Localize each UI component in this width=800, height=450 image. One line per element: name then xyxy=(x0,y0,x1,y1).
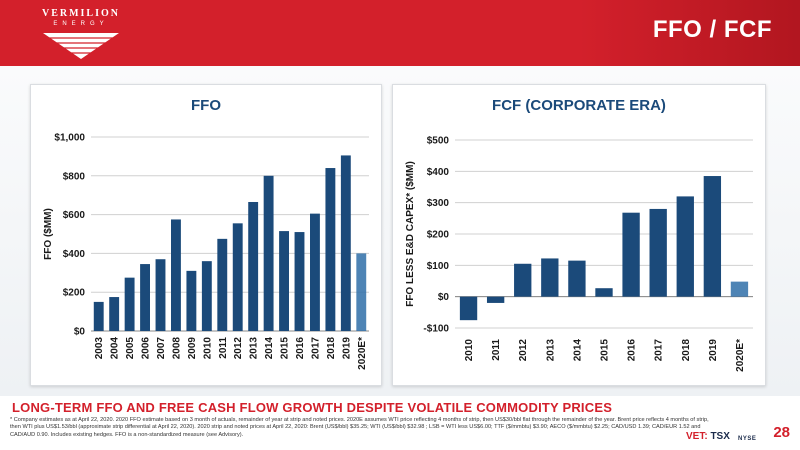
header-bar: VERMILION ENERGY FFO / FCF xyxy=(0,0,800,66)
fcf-bar-2012 xyxy=(514,263,532,297)
ffo-bar-2008 xyxy=(171,219,181,331)
ffo-bar-2009 xyxy=(186,270,197,331)
ffo-bar-2003 xyxy=(93,301,104,331)
ffo-xtick-label: 2020E* xyxy=(357,337,368,370)
fcf-bar-2017 xyxy=(649,208,667,297)
ffo-xtick-label: 2003 xyxy=(94,337,105,360)
ffo-chart-title: FFO xyxy=(191,97,221,114)
fcf-xtick-label: 2017 xyxy=(654,339,665,362)
exchange-listing: VET: TSX NYSE xyxy=(686,427,764,445)
fcf-y-axis-title: FFO LESS E&D CAPEX* ($MM) xyxy=(405,161,416,307)
logo-name: VERMILION xyxy=(41,8,120,19)
fcf-ytick-label: $400 xyxy=(427,167,450,178)
fcf-xtick-label: 2020E* xyxy=(735,339,746,372)
ffo-xtick-label: 2012 xyxy=(233,337,244,360)
fcf-ytick-label: $300 xyxy=(427,198,450,209)
slide-tagline: LONG-TERM FFO AND FREE CASH FLOW GROWTH … xyxy=(12,400,613,415)
company-logo: VERMILION ENERGY xyxy=(6,0,156,66)
ffo-ytick-label: $400 xyxy=(63,249,86,260)
fcf-xtick-label: 2019 xyxy=(708,339,719,362)
ffo-bar-2006 xyxy=(140,264,150,331)
ffo-bar-2004 xyxy=(109,297,120,331)
ffo-xtick-label: 2008 xyxy=(171,337,182,360)
fcf-bar-2016 xyxy=(622,212,640,297)
ffo-bar-2018 xyxy=(325,168,336,331)
ffo-xtick-label: 2006 xyxy=(141,337,152,360)
logo-mark-icon xyxy=(43,33,119,59)
exchange-tsx: TSX xyxy=(710,431,730,442)
fcf-chart-title: FCF (CORPORATE ERA) xyxy=(492,97,666,114)
ffo-xtick-label: 2007 xyxy=(156,337,167,360)
fcf-ytick-label: $500 xyxy=(427,136,450,147)
ffo-bar-2013 xyxy=(248,201,259,331)
fcf-bar-2015 xyxy=(595,288,613,297)
ffo-xtick-label: 2018 xyxy=(326,337,337,360)
ffo-bar-2005 xyxy=(124,277,135,331)
fcf-xtick-label: 2018 xyxy=(681,339,692,362)
ffo-xtick-label: 2013 xyxy=(249,337,260,360)
fcf-xtick-label: 2015 xyxy=(600,339,611,362)
fcf-ytick-label: $200 xyxy=(427,230,450,241)
slide-title: FFO / FCF xyxy=(652,16,772,43)
fcf-xtick-label: 2014 xyxy=(572,339,583,362)
fcf-ytick-label: -$100 xyxy=(423,324,449,335)
footnote: * Company estimates as at April 22, 2020… xyxy=(10,417,709,438)
fcf-xtick-label: 2016 xyxy=(627,339,638,362)
fcf-chart: -$100 $0 $100 $200 $300 $400 $500 2010 2011 2012 2… xyxy=(405,136,753,372)
ffo-xtick-label: 2014 xyxy=(264,337,275,360)
ffo-chart: $0 $200 $400 $600 $800 $1,000 2003 2004 2005 2006… xyxy=(43,133,369,370)
ffo-ytick-label: $800 xyxy=(63,171,86,182)
ffo-bar-2007 xyxy=(155,259,166,331)
ffo-chart-panel: FFO $0 $200 $400 $600 $800 $1,000 2003 2004 2005… xyxy=(30,84,382,386)
ffo-bar-2017 xyxy=(310,213,320,331)
exchange-nyse: NYSE xyxy=(738,436,757,442)
ffo-ytick-label: $200 xyxy=(63,288,86,299)
logo-subname: ENERGY xyxy=(53,21,109,27)
ffo-bar-2016 xyxy=(294,232,305,331)
exchange-ticker: VET: TSX xyxy=(686,431,730,442)
ffo-xtick-label: 2017 xyxy=(310,337,321,360)
fcf-xtick-label: 2011 xyxy=(491,339,502,361)
ffo-xtick-label: 2015 xyxy=(280,337,291,360)
ffo-xtick-label: 2009 xyxy=(187,337,198,360)
ffo-bar-2015 xyxy=(279,231,289,331)
ffo-ytick-label: $600 xyxy=(63,210,86,221)
fcf-bar-2019 xyxy=(703,176,722,297)
ffo-y-axis-title: FFO ($MM) xyxy=(43,208,54,260)
fcf-xtick-label: 2010 xyxy=(464,339,475,362)
ffo-xtick-label: 2005 xyxy=(125,337,136,360)
page-number: 28 xyxy=(773,424,790,441)
header-shade xyxy=(580,0,800,66)
fcf-ytick-label: $100 xyxy=(427,261,450,272)
ffo-bar-2010 xyxy=(201,261,212,331)
fcf-bar-2018 xyxy=(676,196,694,297)
ffo-xtick-label: 2011 xyxy=(218,337,229,359)
ffo-bar-2011 xyxy=(217,238,228,331)
ffo-bar-2019 xyxy=(340,155,351,331)
ffo-xtick-label: 2010 xyxy=(202,337,213,360)
fcf-bar-2013 xyxy=(541,258,559,297)
fcf-xtick-label: 2013 xyxy=(545,339,556,362)
ffo-bar-2012 xyxy=(232,223,243,331)
fcf-chart-panel: FCF (CORPORATE ERA) -$100 $0 $100 $200 $300 $… xyxy=(392,84,766,386)
fcf-bar-2010 xyxy=(459,296,478,321)
ffo-xtick-label: 2019 xyxy=(341,337,352,360)
exchange-prefix: VET: xyxy=(686,431,708,442)
fcf-xtick-label: 2012 xyxy=(518,339,529,362)
fcf-bar-2011 xyxy=(486,296,505,303)
fcf-bar-2020E xyxy=(730,281,749,297)
ffo-bar-2014 xyxy=(263,175,274,331)
ffo-ytick-label: $0 xyxy=(74,327,86,338)
fcf-bar-2014 xyxy=(568,260,586,297)
ffo-bar-2020E xyxy=(356,253,367,331)
ffo-xtick-label: 2016 xyxy=(295,337,306,360)
fcf-ytick-label: $0 xyxy=(438,292,450,303)
ffo-xtick-label: 2004 xyxy=(110,337,121,360)
ffo-ytick-label: $1,000 xyxy=(54,133,85,144)
